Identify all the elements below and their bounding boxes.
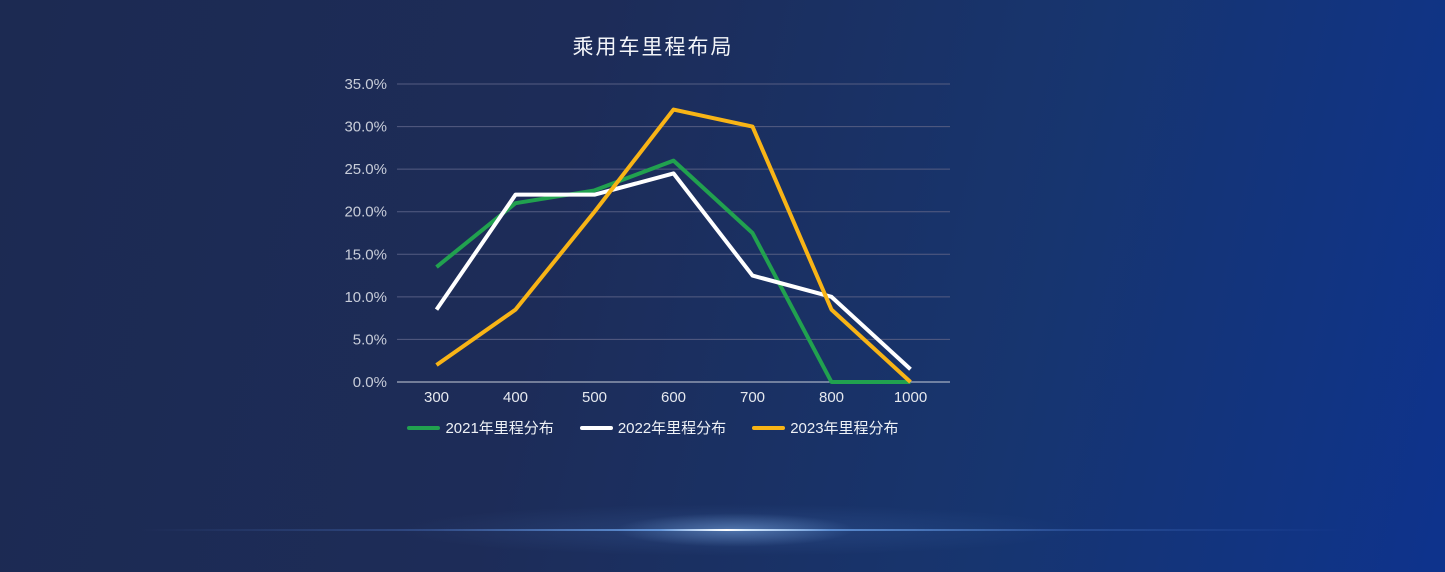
y-axis-tick-label: 25.0%	[344, 161, 387, 178]
y-axis-tick-label: 35.0%	[344, 76, 387, 93]
chart-title: 乘用车里程布局	[572, 36, 734, 59]
series-line-2021年里程分布	[435, 158, 911, 384]
x-axis-tick-label: 1000	[894, 389, 927, 406]
legend-label: 2023年里程分布	[790, 420, 899, 437]
y-axis-tick-label: 0.0%	[353, 374, 387, 391]
legend-swatch	[752, 425, 786, 430]
legend-item-2023年里程分布[interactable]: 2023年里程分布	[752, 417, 899, 438]
legend-label: 2022年里程分布	[617, 420, 727, 437]
legend-label: 2021年里程分布	[445, 420, 554, 437]
y-axis-tick-label: 15.0%	[344, 246, 387, 263]
chart-legend: 2021年里程分布 2022年里程分布 2023年里程分布	[370, 417, 936, 438]
legend-item-2022年里程分布[interactable]: 2022年里程分布	[579, 417, 727, 438]
x-axis-tick-label: 300	[424, 389, 449, 406]
glow-line	[140, 529, 1350, 531]
x-axis-tick-label: 800	[819, 389, 844, 406]
x-axis-tick-label: 500	[582, 389, 607, 406]
legend-item-2021年里程分布[interactable]: 2021年里程分布	[407, 417, 554, 438]
legend-swatch	[579, 425, 613, 430]
y-axis-tick-label: 5.0%	[353, 331, 387, 348]
y-axis-tick-label: 10.0%	[344, 289, 387, 306]
legend-swatch	[407, 425, 441, 430]
series-line-2022年里程分布	[434, 171, 912, 371]
x-axis-tick-label: 600	[661, 389, 686, 406]
x-axis-tick-label: 700	[740, 389, 765, 406]
x-axis-tick-label: 400	[503, 389, 528, 406]
y-axis-tick-label: 20.0%	[344, 204, 387, 221]
series-line-2023年里程分布	[435, 107, 912, 384]
y-axis-tick-label: 30.0%	[344, 119, 387, 136]
